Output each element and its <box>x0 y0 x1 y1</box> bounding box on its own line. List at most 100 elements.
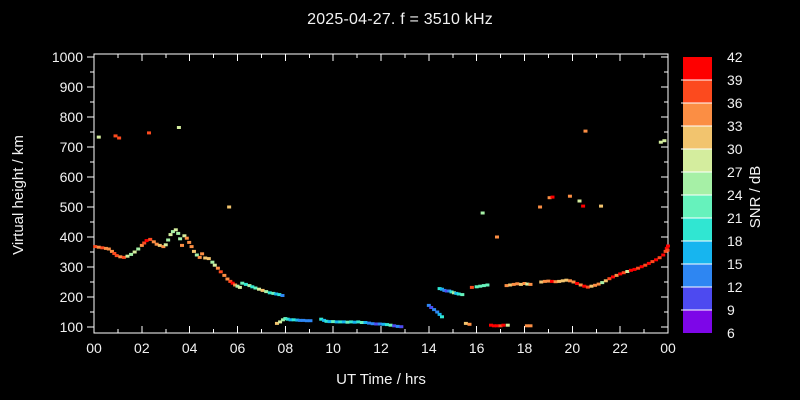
data-point <box>295 318 300 322</box>
data-point <box>454 291 459 295</box>
data-point <box>460 293 465 297</box>
data-point <box>610 275 615 279</box>
data-point <box>494 235 499 239</box>
data-point <box>367 321 372 325</box>
data-point <box>189 245 194 249</box>
data-point <box>600 281 605 285</box>
data-point <box>100 246 105 250</box>
data-point <box>228 279 233 283</box>
data-point <box>550 279 555 283</box>
data-point <box>504 284 509 288</box>
data-point <box>557 279 562 283</box>
data-point <box>304 319 309 323</box>
colorbar-block <box>683 149 712 172</box>
x-tick-label: 00 <box>86 340 102 356</box>
data-point <box>132 250 137 254</box>
data-point <box>583 129 588 133</box>
data-point <box>478 284 483 288</box>
data-point <box>322 318 327 322</box>
data-point <box>560 279 565 283</box>
x-axis-label: UT Time / hrs <box>336 371 426 388</box>
data-point <box>456 292 461 296</box>
colorbar-tick-label: 21 <box>727 210 743 226</box>
data-point <box>166 238 171 242</box>
data-point <box>283 317 288 321</box>
data-point <box>280 318 285 322</box>
data-point <box>547 196 552 200</box>
data-point <box>374 322 379 326</box>
data-point <box>435 310 440 314</box>
data-point <box>567 279 572 283</box>
data-point <box>109 249 114 253</box>
data-point <box>399 325 404 329</box>
data-point <box>474 285 479 289</box>
data-point <box>96 135 101 139</box>
data-point <box>388 323 393 327</box>
data-point <box>505 323 510 327</box>
data-point <box>599 204 604 208</box>
data-point <box>117 136 122 140</box>
data-point <box>233 283 238 287</box>
data-point <box>184 236 189 240</box>
data-point <box>481 284 486 288</box>
data-point <box>356 320 361 324</box>
y-tick-label: 800 <box>60 109 84 125</box>
data-point <box>291 318 296 322</box>
data-point <box>182 234 187 238</box>
data-point <box>170 230 175 234</box>
data-point <box>524 324 529 328</box>
data-point <box>260 288 265 292</box>
data-point <box>118 255 123 259</box>
data-point <box>113 134 118 138</box>
y-tick-label: 100 <box>60 319 84 335</box>
data-point <box>247 284 252 288</box>
data-point <box>636 266 641 270</box>
colorbar-block <box>683 57 712 80</box>
data-point <box>494 324 499 328</box>
colorbar-tick-label: 12 <box>727 279 743 295</box>
colorbar-tick-label: 33 <box>727 118 743 134</box>
data-point <box>384 323 389 327</box>
data-point <box>363 321 368 324</box>
x-tick-label: 12 <box>373 340 389 356</box>
data-point <box>331 320 336 324</box>
data-point <box>277 293 282 297</box>
data-point <box>618 272 623 276</box>
data-point <box>538 205 543 209</box>
data-point <box>257 287 262 291</box>
data-point <box>489 323 494 327</box>
data-point <box>173 228 178 232</box>
data-point <box>567 194 572 198</box>
data-point <box>596 282 601 286</box>
data-point <box>180 243 185 247</box>
x-tick-label: 22 <box>612 340 628 356</box>
data-point <box>240 281 245 285</box>
data-point <box>578 283 583 287</box>
data-point <box>575 282 580 285</box>
data-point <box>550 195 555 199</box>
data-point <box>662 139 667 143</box>
data-point <box>665 248 670 252</box>
colorbar-tick-label: 27 <box>727 164 743 180</box>
data-point <box>485 283 490 287</box>
data-point <box>147 131 152 135</box>
data-point <box>577 199 582 203</box>
y-tick-label: 300 <box>60 259 84 275</box>
data-point <box>546 279 551 283</box>
y-tick-label: 500 <box>60 199 84 215</box>
data-point <box>539 280 544 284</box>
data-point <box>176 231 181 235</box>
data-point <box>528 324 533 328</box>
data-point <box>345 320 350 324</box>
colorbar-block <box>683 241 712 264</box>
colorbar-block <box>683 103 712 126</box>
x-tick-label: 06 <box>230 340 246 356</box>
data-point <box>225 277 230 281</box>
data-point <box>129 252 134 256</box>
data-point <box>429 306 434 309</box>
data-point <box>151 240 156 244</box>
y-tick-label: 1000 <box>52 49 83 65</box>
data-point <box>480 211 485 215</box>
